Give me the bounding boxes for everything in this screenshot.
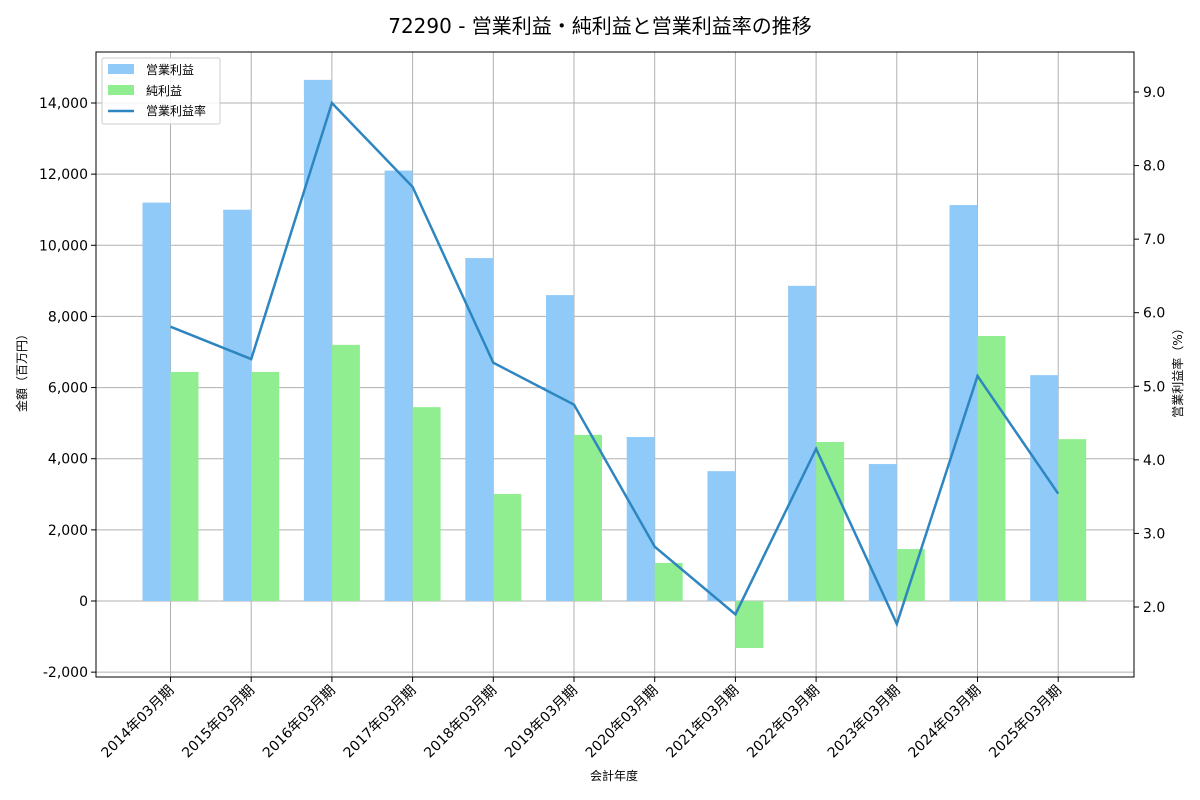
bar bbox=[142, 202, 171, 601]
x-axis-label: 会計年度 bbox=[590, 768, 638, 783]
y-tick-label: 14,000 bbox=[39, 96, 88, 112]
x-tick-label: 2014年03月期 bbox=[99, 683, 178, 762]
x-axis: 2014年03月期 2015年03月期 2016年03月期 2017年03月期 2018… bbox=[99, 677, 1065, 762]
x-tick-label: 2024年03月期 bbox=[906, 683, 985, 762]
x-tick-label: 2021年03月期 bbox=[663, 683, 742, 762]
x-tick-label: 2016年03月期 bbox=[260, 683, 339, 762]
legend-label-net-income: 純利益 bbox=[146, 84, 182, 98]
margin-line-series bbox=[170, 100, 1060, 628]
y-tick-label: 10,000 bbox=[39, 238, 88, 254]
plot-frame bbox=[95, 51, 1135, 678]
y-tick-label: 4,000 bbox=[48, 452, 88, 468]
bar bbox=[626, 437, 655, 601]
bar bbox=[654, 562, 683, 601]
y-tick-label-right: 3.0 bbox=[1143, 526, 1165, 542]
x-tick-label: 2025年03月期 bbox=[986, 683, 1065, 762]
bar bbox=[868, 464, 897, 601]
bar-series bbox=[142, 79, 1087, 648]
y-tick-label: 8,000 bbox=[48, 309, 88, 325]
margin-line bbox=[170, 100, 1060, 628]
x-tick-label: 2019年03月期 bbox=[502, 683, 581, 762]
y-tick-label: 6,000 bbox=[48, 381, 88, 397]
x-tick-label: 2017年03月期 bbox=[341, 683, 420, 762]
bar bbox=[574, 434, 602, 601]
y-tick-label: 2,000 bbox=[48, 523, 88, 539]
y-tick-label: -2,000 bbox=[43, 665, 88, 681]
bar bbox=[223, 209, 252, 601]
x-tick-label: 2015年03月期 bbox=[179, 683, 258, 762]
legend-box bbox=[101, 57, 221, 125]
y-tick-label-right: 6.0 bbox=[1143, 306, 1165, 322]
y-tick-label-right: 4.0 bbox=[1143, 453, 1165, 469]
y-tick-label: 0 bbox=[79, 594, 88, 610]
y-axis-label-left: 金額（百万円） bbox=[14, 328, 29, 412]
bar bbox=[384, 170, 413, 602]
y-axis-left: -2,000 0 2,000 4,000 6,000 8,000 10,000 12,000 1… bbox=[39, 96, 96, 681]
bar bbox=[707, 471, 736, 601]
legend: 営業利益 純利益 営業利益率 bbox=[101, 57, 221, 125]
bar bbox=[546, 295, 574, 601]
y-axis-label-right: 営業利益率（%） bbox=[1170, 322, 1185, 417]
bar bbox=[1058, 439, 1087, 601]
y-tick-label-right: 5.0 bbox=[1143, 379, 1165, 395]
bar bbox=[788, 285, 817, 601]
bar bbox=[493, 493, 522, 601]
bar bbox=[331, 344, 360, 601]
legend-swatch-operating-income bbox=[108, 64, 134, 74]
y-tick-label: 12,000 bbox=[39, 167, 88, 183]
bar bbox=[465, 258, 494, 601]
bar bbox=[412, 407, 441, 601]
bar bbox=[251, 371, 280, 601]
legend-label-margin: 営業利益率 bbox=[146, 103, 206, 118]
x-tick-label: 2020年03月期 bbox=[583, 683, 662, 762]
bar bbox=[949, 205, 978, 601]
chart-title: 72290 - 営業利益・純利益と営業利益率の推移 bbox=[388, 14, 812, 38]
x-tick-label: 2023年03月期 bbox=[825, 683, 904, 762]
bar bbox=[303, 79, 332, 602]
y-tick-label-right: 8.0 bbox=[1143, 159, 1165, 175]
bar bbox=[170, 371, 199, 601]
y-tick-label-right: 9.0 bbox=[1143, 85, 1165, 101]
bar bbox=[977, 335, 1006, 601]
legend-label-operating-income: 営業利益 bbox=[146, 63, 194, 77]
x-tick-label: 2018年03月期 bbox=[421, 683, 500, 762]
legend-swatch-net-income bbox=[108, 85, 134, 95]
y-tick-label-right: 2.0 bbox=[1143, 600, 1165, 616]
bar bbox=[816, 441, 845, 601]
bar bbox=[896, 549, 925, 601]
bar bbox=[735, 601, 764, 648]
y-axis-right: 2.0 3.0 4.0 5.0 6.0 7.0 8.0 9.0 bbox=[1134, 85, 1165, 616]
y-tick-label-right: 7.0 bbox=[1143, 232, 1165, 248]
x-tick-label: 2022年03月期 bbox=[744, 683, 823, 762]
